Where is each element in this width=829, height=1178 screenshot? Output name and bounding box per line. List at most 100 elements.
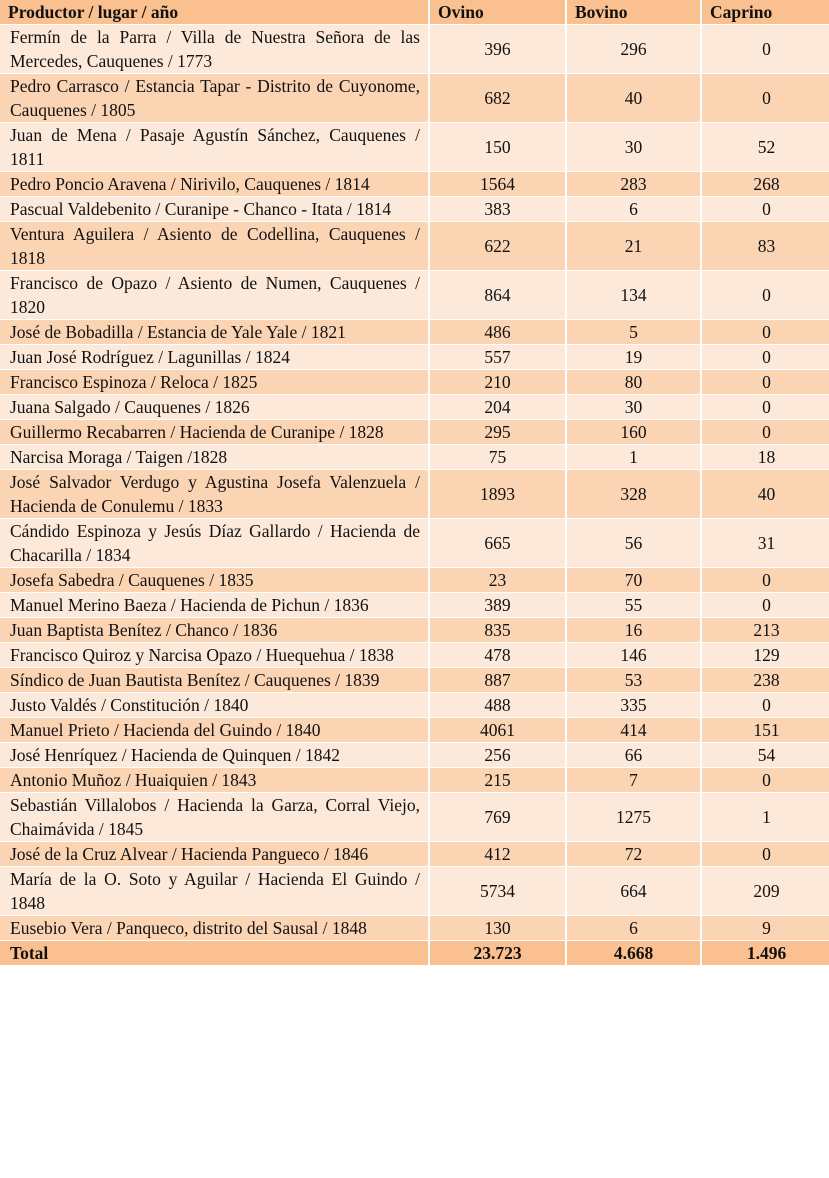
count-cell: 70 [567,568,700,592]
count-cell: 1 [702,793,829,841]
count-cell: 7 [567,768,700,792]
count-cell: 396 [430,25,565,73]
column-header: Bovino [567,0,700,24]
count-cell: 664 [567,867,700,915]
data-row: Pascual Valdebenito / Curanipe - Chanco … [0,197,829,221]
producer-cell: José Henríquez / Hacienda de Quinquen / … [0,743,428,767]
data-row: José de la Cruz Alvear / Hacienda Pangue… [0,842,829,866]
data-row: Pedro Carrasco / Estancia Tapar - Distri… [0,74,829,122]
column-header: Ovino [430,0,565,24]
producer-cell: María de la O. Soto y Aguilar / Hacienda… [0,867,428,915]
count-cell: 0 [702,593,829,617]
count-cell: 9 [702,916,829,940]
producer-cell: Eusebio Vera / Panqueco, distrito del Sa… [0,916,428,940]
count-cell: 72 [567,842,700,866]
data-row: Guillermo Recabarren / Hacienda de Curan… [0,420,829,444]
producer-cell: Juan de Mena / Pasaje Agustín Sánchez, C… [0,123,428,171]
count-cell: 0 [702,693,829,717]
count-cell: 23 [430,568,565,592]
count-cell: 209 [702,867,829,915]
count-cell: 75 [430,445,565,469]
count-cell: 18 [702,445,829,469]
count-cell: 150 [430,123,565,171]
count-cell: 1564 [430,172,565,196]
producer-cell: Fermín de la Parra / Villa de Nuestra Se… [0,25,428,73]
count-cell: 0 [702,74,829,122]
producer-cell: Josefa Sabedra / Cauquenes / 1835 [0,568,428,592]
count-cell: 295 [430,420,565,444]
count-cell: 335 [567,693,700,717]
count-cell: 1275 [567,793,700,841]
producer-cell: Guillermo Recabarren / Hacienda de Curan… [0,420,428,444]
data-row: Síndico de Juan Bautista Benítez / Cauqu… [0,668,829,692]
count-cell: 130 [430,916,565,940]
count-cell: 238 [702,668,829,692]
count-cell: 283 [567,172,700,196]
data-row: Antonio Muñoz / Huaiquien / 1843 215 7 0 [0,768,829,792]
count-cell: 1 [567,445,700,469]
count-cell: 268 [702,172,829,196]
producer-cell: Francisco Espinoza / Reloca / 1825 [0,370,428,394]
count-cell: 66 [567,743,700,767]
producer-cell: Juan Baptista Benítez / Chanco / 1836 [0,618,428,642]
total-cell: 1.496 [702,941,829,965]
producer-cell: Ventura Aguilera / Asiento de Codellina,… [0,222,428,270]
count-cell: 30 [567,123,700,171]
data-row: Juan José Rodríguez / Lagunillas / 1824 5… [0,345,829,369]
count-cell: 0 [702,320,829,344]
count-cell: 30 [567,395,700,419]
count-cell: 1893 [430,470,565,518]
data-row: Juana Salgado / Cauquenes / 1826 204 30 0 [0,395,829,419]
count-cell: 5 [567,320,700,344]
producer-cell: José de la Cruz Alvear / Hacienda Pangue… [0,842,428,866]
count-cell: 0 [702,768,829,792]
count-cell: 256 [430,743,565,767]
count-cell: 55 [567,593,700,617]
data-row: Ventura Aguilera / Asiento de Codellina,… [0,222,829,270]
livestock-table: Productor / lugar / año Ovino Bovino Caprin… [0,0,829,965]
count-cell: 887 [430,668,565,692]
data-row: Sebastián Villalobos / Hacienda la Garza… [0,793,829,841]
count-cell: 486 [430,320,565,344]
column-header: Productor / lugar / año [0,0,428,24]
producer-cell: Cándido Espinoza y Jesús Díaz Gallardo /… [0,519,428,567]
count-cell: 83 [702,222,829,270]
producer-cell: Justo Valdés / Constitución / 1840 [0,693,428,717]
producer-cell: Manuel Merino Baeza / Hacienda de Pichun… [0,593,428,617]
total-cell: 4.668 [567,941,700,965]
count-cell: 328 [567,470,700,518]
producer-cell: Antonio Muñoz / Huaiquien / 1843 [0,768,428,792]
count-cell: 6 [567,197,700,221]
count-cell: 0 [702,568,829,592]
header-row: Productor / lugar / año Ovino Bovino Caprin… [0,0,829,24]
count-cell: 146 [567,643,700,667]
count-cell: 56 [567,519,700,567]
count-cell: 53 [567,668,700,692]
count-cell: 0 [702,271,829,319]
producer-cell: Síndico de Juan Bautista Benítez / Cauqu… [0,668,428,692]
data-row: Manuel Prieto / Hacienda del Guindo / 18… [0,718,829,742]
count-cell: 835 [430,618,565,642]
count-cell: 213 [702,618,829,642]
count-cell: 210 [430,370,565,394]
count-cell: 769 [430,793,565,841]
count-cell: 204 [430,395,565,419]
data-row: Fermín de la Parra / Villa de Nuestra Se… [0,25,829,73]
table-header: Productor / lugar / año Ovino Bovino Caprin… [0,0,829,24]
count-cell: 0 [702,842,829,866]
count-cell: 19 [567,345,700,369]
producer-cell: José Salvador Verdugo y Agustina Josefa … [0,470,428,518]
count-cell: 0 [702,345,829,369]
producer-cell: Francisco Quiroz y Narcisa Opazo / Huequ… [0,643,428,667]
producer-cell: Juan José Rodríguez / Lagunillas / 1824 [0,345,428,369]
producer-cell: Juana Salgado / Cauquenes / 1826 [0,395,428,419]
count-cell: 215 [430,768,565,792]
count-cell: 31 [702,519,829,567]
count-cell: 383 [430,197,565,221]
count-cell: 129 [702,643,829,667]
producer-cell: Manuel Prieto / Hacienda del Guindo / 18… [0,718,428,742]
count-cell: 488 [430,693,565,717]
data-row: José Salvador Verdugo y Agustina Josefa … [0,470,829,518]
count-cell: 0 [702,197,829,221]
data-row: Narcisa Moraga / Taigen /1828 75 1 18 [0,445,829,469]
